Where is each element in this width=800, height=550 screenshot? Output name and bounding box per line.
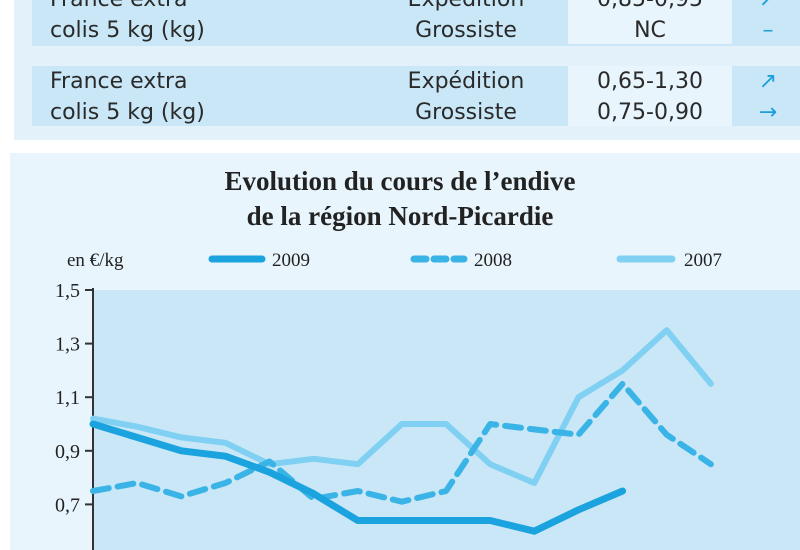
price-value: 0,75-0,90 [597, 100, 703, 125]
stage-label: Expédition [407, 69, 525, 94]
stage-cell: Expédition Grossiste [371, 66, 561, 128]
y-tick-label: 0,7 [55, 494, 80, 516]
table-row: France extra colis 5 kg (kg) Expédition … [32, 66, 800, 126]
price-cell: 0,85-0,95 NC [568, 0, 732, 44]
product-cell: France extra colis 5 kg (kg) [50, 0, 320, 46]
trend-arrow-icon: – [762, 18, 774, 43]
y-tick-label: 1,5 [55, 280, 80, 302]
chart-title-line: Evolution du cours de l’endive [224, 166, 576, 196]
stage-cell: Expédition Grossiste [371, 0, 561, 46]
trend-arrow-icon: ↗ [758, 69, 778, 94]
price-table: France extra colis 5 kg (kg) Expédition … [14, 0, 800, 140]
price-cell: 0,65-1,30 0,75-0,90 [568, 66, 732, 126]
stage-label: Grossiste [415, 18, 517, 43]
trend-arrow-icon: ↗ [738, 0, 798, 15]
product-line: colis 5 kg (kg) [50, 100, 205, 125]
y-tick-label: 1,3 [55, 334, 80, 356]
product-line: colis 5 kg (kg) [50, 18, 205, 43]
legend-label-2008: 2008 [474, 250, 512, 271]
y-axis-unit-label: en €/kg [67, 250, 124, 271]
legend-label-2009: 2009 [272, 250, 310, 271]
y-tick-label: 0,5 [55, 548, 80, 550]
trend-arrow-icon: → [758, 100, 778, 125]
y-tick-label: 0,9 [55, 441, 80, 463]
price-value: 0,65-1,30 [597, 69, 703, 94]
y-tick-label: 1,1 [55, 387, 80, 409]
product-cell: France extra colis 5 kg (kg) [50, 66, 320, 128]
chart-title-line: de la région Nord-Picardie [246, 201, 554, 231]
table-row: France extra colis 5 kg (kg) Expédition … [32, 0, 800, 46]
price-value: 0,85-0,95 [568, 0, 732, 15]
stage-label: Grossiste [415, 100, 517, 125]
product-line: France extra [50, 69, 188, 94]
legend-label-2007: 2007 [684, 250, 722, 271]
trend-cell: ↗ – [738, 0, 798, 46]
plot-area [93, 290, 800, 550]
trend-cell: ↗ → [738, 66, 798, 128]
chart-title: Evolution du cours de l’endive de la rég… [0, 164, 800, 234]
stage-label: Expédition [371, 0, 561, 15]
price-value: NC [634, 18, 666, 43]
product-line: France extra [50, 0, 320, 15]
